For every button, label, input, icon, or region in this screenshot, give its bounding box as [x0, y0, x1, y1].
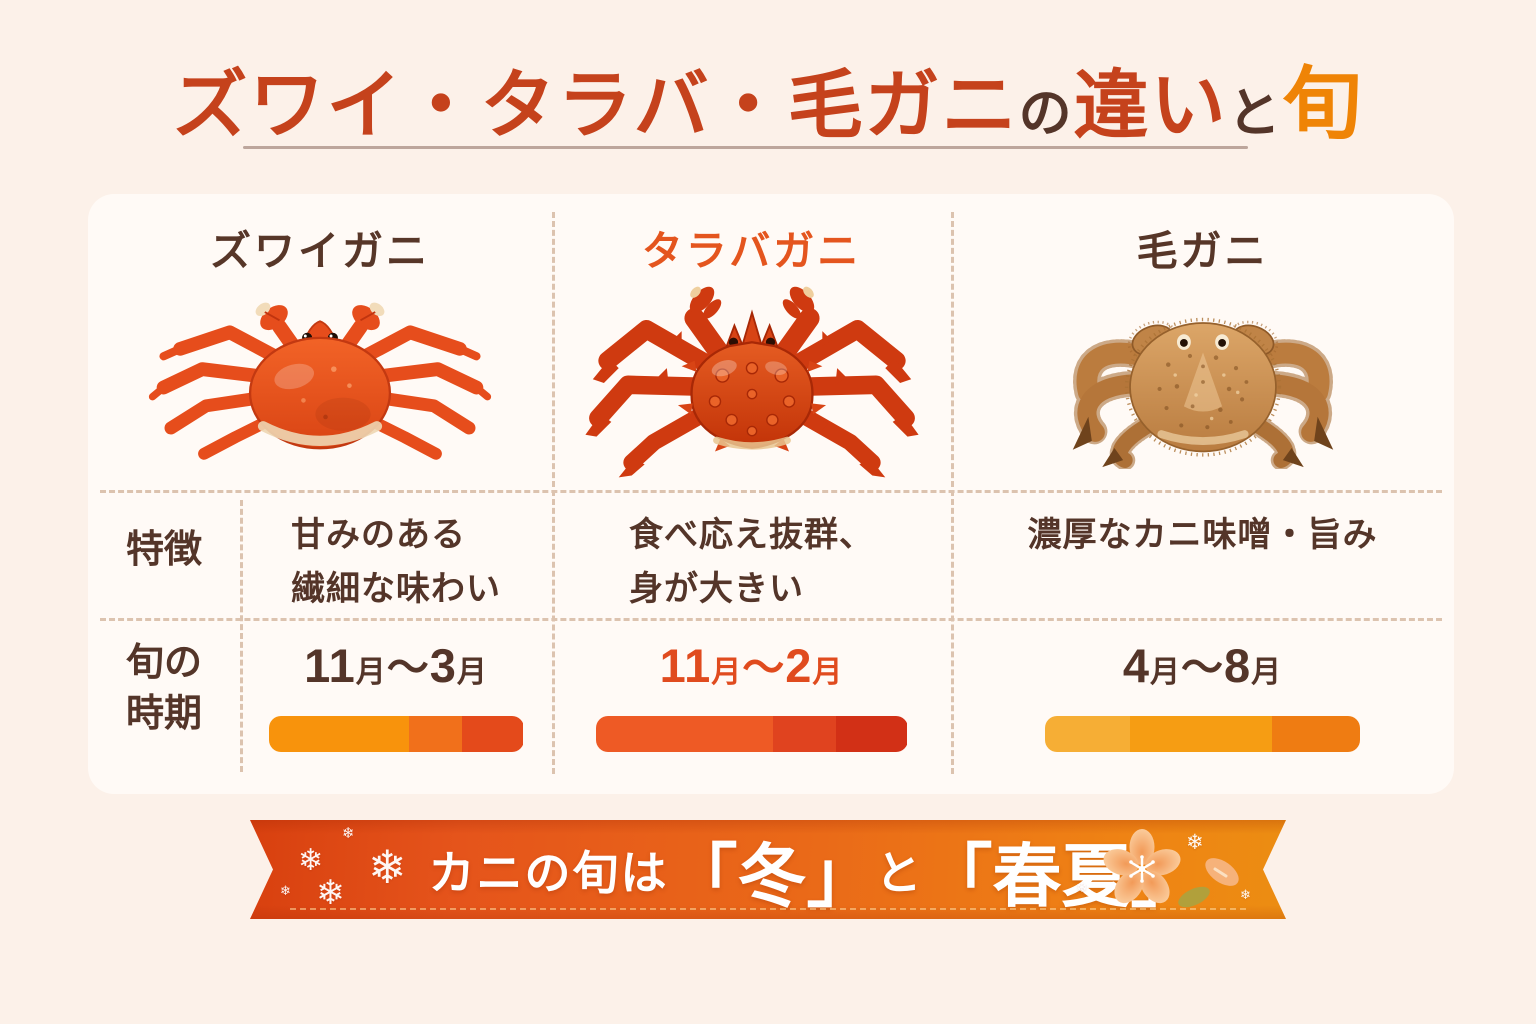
title-season: 旬 — [1282, 59, 1364, 149]
snowflake-icon: ❄ — [1076, 879, 1088, 895]
month-unit: 月 — [355, 656, 387, 689]
snowflake-icon: ❄ — [1240, 887, 1251, 902]
row-divider — [100, 618, 1442, 621]
season-cell: 4月～8月 — [951, 640, 1454, 752]
season-bar-segment — [595, 716, 774, 752]
season-bar-segment — [462, 716, 524, 752]
feature-line: 繊細な味わい — [291, 570, 501, 609]
feature-line: 身が大きい — [629, 570, 804, 609]
season-bar — [1045, 716, 1360, 752]
hairy-crab-illustration — [1072, 295, 1368, 469]
range-tilde: ～ — [386, 644, 430, 691]
season-cell: 11月～3月 — [240, 640, 552, 752]
season-cell: 11月～2月 — [552, 640, 951, 752]
feature-text: 甘みのある 繊細な味わい — [291, 508, 501, 617]
snowflake-icon: ❄ — [280, 883, 291, 898]
month-unit: 月 — [812, 656, 844, 689]
king-crab-illustration — [584, 283, 928, 482]
snowflake-icon: ❄ — [1186, 831, 1204, 854]
month-number: 11 — [304, 639, 356, 692]
range-tilde: ～ — [1180, 644, 1224, 691]
row-label-features: 特徴 — [125, 529, 202, 571]
season-range: 11月～3月 — [304, 640, 488, 704]
season-label-line: 時期 — [125, 693, 202, 736]
season-bar-segment — [1045, 716, 1131, 752]
feature-text: 濃厚なカニ味噌・旨み — [1028, 508, 1378, 562]
month-unit: 月 — [456, 656, 488, 689]
banner-winter: 「冬」 — [668, 837, 876, 915]
title-particle-to: と — [1227, 84, 1283, 144]
label-column-divider — [240, 500, 243, 772]
feature-line: 濃厚なカニ味噌・旨み — [1027, 516, 1378, 554]
crab-cell — [951, 278, 1454, 486]
column-header-taraba: タラバガニ — [641, 228, 862, 274]
month-number: 11 — [659, 639, 712, 692]
page-title: ズワイ・タラバ・毛ガニの違いと旬 — [0, 59, 1536, 150]
column-header-zuwai: ズワイガニ — [210, 228, 430, 274]
feature-cell: 甘みのある 繊細な味わい — [240, 508, 552, 616]
feature-text: 食べ応え抜群、 身が大きい — [629, 508, 874, 617]
snowflake-icon: ❄ — [316, 874, 345, 912]
feature-line: 甘みのある — [291, 516, 466, 554]
month-unit: 月 — [1251, 656, 1283, 689]
feature-cell: 食べ応え抜群、 身が大きい — [552, 508, 951, 616]
month-unit: 月 — [711, 656, 743, 689]
month-number: 8 — [1224, 639, 1252, 692]
title-difference: 違い — [1073, 63, 1228, 148]
snow-crab-illustration — [148, 298, 495, 474]
banner-connector: と — [875, 846, 924, 899]
season-bar-segment — [835, 716, 908, 752]
season-range: 4月～8月 — [1123, 640, 1282, 704]
feature-cell: 濃厚なカニ味噌・旨み — [951, 508, 1454, 616]
season-bar — [595, 716, 908, 752]
snowflake-icon: ❄ — [368, 841, 407, 893]
season-bar-segment — [268, 716, 409, 752]
season-bar-segment — [408, 716, 463, 752]
title-particle-no: の — [1018, 84, 1074, 144]
season-bar-segment — [1130, 716, 1272, 752]
feature-line: 食べ応え抜群、 — [629, 516, 874, 554]
season-bar-segment — [1271, 716, 1360, 752]
column-divider — [951, 212, 954, 774]
season-label-line: 旬の — [125, 642, 202, 684]
banner-prefix: カニの旬は — [428, 846, 669, 899]
crab-cell — [552, 278, 951, 486]
sakura-icon — [1082, 824, 1254, 915]
month-number: 2 — [785, 639, 813, 692]
month-number: 4 — [1122, 639, 1150, 692]
season-banner: ❄ ❄ ❄ ❄ ❄ ❄ ❄ ❄ カニの旬は 「冬」と「春夏」 — [250, 820, 1286, 919]
comparison-table: ズワイガニ タラバガニ 毛ガニ — [88, 194, 1454, 794]
snowflake-icon: ❄ — [298, 844, 324, 877]
snowflake-icon: ❄ — [342, 825, 355, 842]
crab-cell — [88, 278, 552, 486]
column-divider — [552, 212, 555, 774]
title-crab-names: ズワイ・タラバ・毛ガニ — [172, 63, 1019, 148]
month-number: 3 — [429, 639, 457, 692]
column-header-kegani: 毛ガニ — [1136, 228, 1269, 274]
title-underline — [243, 146, 1248, 149]
season-bar-segment — [773, 716, 836, 752]
row-label-season: 旬の 時期 — [88, 638, 240, 741]
range-tilde: ～ — [742, 644, 786, 691]
month-unit: 月 — [1149, 656, 1181, 689]
season-bar — [268, 716, 524, 752]
row-divider — [100, 490, 1442, 493]
season-range: 11月～2月 — [660, 640, 844, 704]
